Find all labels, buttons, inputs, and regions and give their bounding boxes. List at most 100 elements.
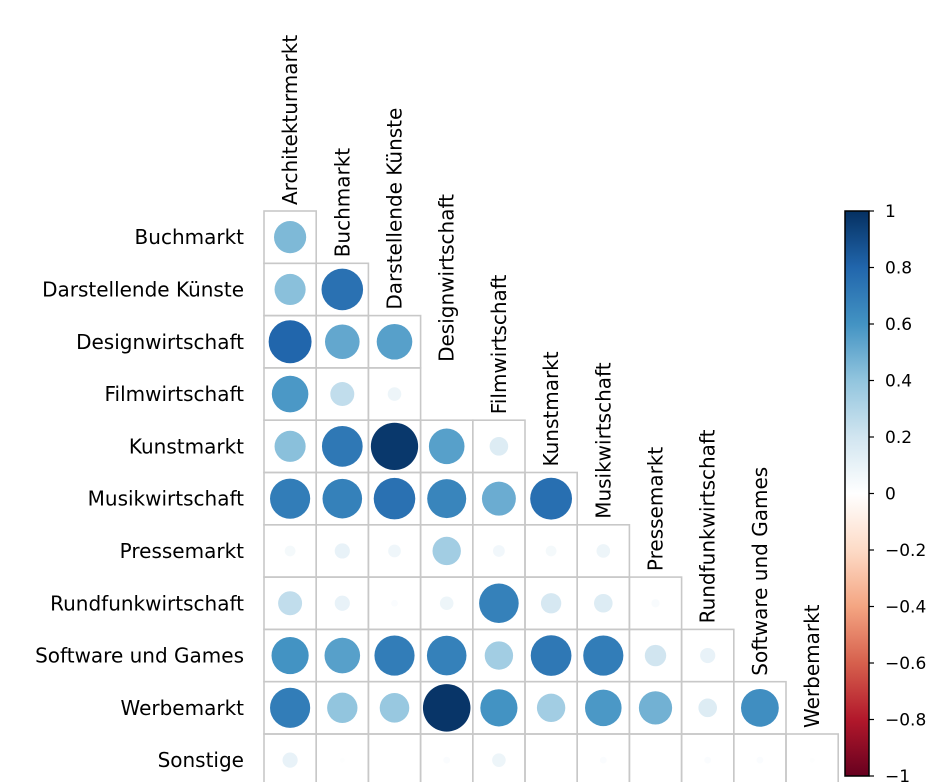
colorbar-tick-label: 0.6 xyxy=(885,315,912,335)
correlation-circle xyxy=(270,478,311,519)
row-label: Darstellende Künste xyxy=(42,277,244,301)
row-label: Pressemarkt xyxy=(120,539,244,563)
colorbar-tick-label: −0.4 xyxy=(885,598,926,618)
correlation-circle xyxy=(594,593,613,613)
column-label: Werbemarkt xyxy=(800,604,824,728)
correlation-circle xyxy=(426,635,467,676)
column-label: Software und Games xyxy=(748,467,772,676)
column-label: Darstellende Künste xyxy=(383,108,407,310)
correlation-circle xyxy=(741,688,779,727)
column-label: Rundfunkwirtschaft xyxy=(696,429,720,623)
correlation-circle xyxy=(427,479,467,519)
correlation-circle xyxy=(809,757,815,763)
correlation-circle xyxy=(698,698,717,718)
column-label: Filmwirtschaft xyxy=(487,275,511,415)
correlation-circle xyxy=(274,273,306,306)
colorbar-tick-label: 1 xyxy=(885,202,896,222)
correlation-circle xyxy=(489,437,509,456)
correlation-circle xyxy=(428,428,465,465)
row-label: Software und Games xyxy=(35,644,244,668)
correlation-circle xyxy=(327,692,358,724)
row-label: Werbemarkt xyxy=(120,696,244,720)
row-label: Filmwirtschaft xyxy=(104,382,244,406)
correlation-circle xyxy=(334,595,350,611)
correlation-circle xyxy=(644,644,667,667)
correlation-circle xyxy=(480,689,518,727)
correlation-circle xyxy=(530,635,572,676)
correlation-circle xyxy=(388,544,401,558)
column-label: Musikwirtschaft xyxy=(591,362,615,519)
correlation-circle xyxy=(268,320,312,364)
row-label: Designwirtschaft xyxy=(76,330,244,354)
column-label: Architekturmarkt xyxy=(278,35,302,205)
correlation-circle xyxy=(274,430,306,462)
column-label: Designwirtschaft xyxy=(435,194,459,362)
correlation-circle xyxy=(282,752,298,768)
correlation-circle xyxy=(373,477,416,520)
correlation-circle xyxy=(493,545,505,557)
correlation-circle xyxy=(638,691,673,725)
correlation-circle xyxy=(545,545,557,557)
cell-border xyxy=(367,733,422,782)
cell-border xyxy=(785,733,840,782)
correlation-circle xyxy=(432,536,461,566)
correlation-circle xyxy=(370,422,419,470)
correlation-circle xyxy=(324,324,360,360)
correlation-circle xyxy=(334,543,350,559)
column-labels: Architekturmarkt Buchmarkt Darstellende Kü… xyxy=(278,35,824,728)
cell-border xyxy=(524,733,579,782)
correlation-circle xyxy=(284,545,296,557)
correlation-circle xyxy=(484,641,514,670)
correlation-circle xyxy=(321,425,363,467)
correlation-circle xyxy=(439,596,454,611)
correlation-circle xyxy=(379,693,410,723)
correlation-circle xyxy=(330,382,355,407)
column-label: Kunstmarkt xyxy=(539,351,563,466)
colorbar: −1 −0.8 −0.6 −0.4 −0.2 0 0.2 0.4 0.6 0.8 1 xyxy=(844,202,926,782)
correlation-circle xyxy=(540,593,562,614)
correlation-circle xyxy=(271,636,309,675)
correlation-circle xyxy=(271,375,309,413)
correlation-circle xyxy=(374,635,415,676)
colorbar-tick-label: 0.8 xyxy=(885,259,912,279)
correlation-circle xyxy=(599,756,607,764)
correlation-circle xyxy=(596,544,611,558)
grid-layer xyxy=(263,210,840,782)
correlation-circle xyxy=(376,323,413,360)
correlation-circle xyxy=(700,647,716,664)
correlation-circle xyxy=(704,756,712,764)
row-label: Buchmarkt xyxy=(135,225,245,249)
row-labels: Buchmarkt Darstellende Künste Designwirtsc… xyxy=(35,225,244,772)
colorbar-tick-label: −0.6 xyxy=(885,654,926,674)
correlation-circle xyxy=(492,753,506,767)
correlation-circle xyxy=(651,599,660,608)
correlation-circle xyxy=(322,478,363,519)
correlation-circle xyxy=(422,684,471,732)
correlation-circle xyxy=(479,583,519,624)
colorbar-tick-label: 0.2 xyxy=(885,428,912,448)
correlation-circle xyxy=(481,481,516,516)
correlation-circle xyxy=(583,635,624,676)
correlation-circle xyxy=(530,477,573,520)
column-label: Pressemarkt xyxy=(644,447,668,571)
correlation-circle xyxy=(756,756,764,764)
correlation-circle xyxy=(324,637,361,674)
row-label: Rundfunkwirtschaft xyxy=(50,591,244,615)
colorbar-gradient xyxy=(845,211,869,776)
cell-border xyxy=(628,733,683,782)
colorbar-tick-label: 0 xyxy=(885,485,896,505)
colorbar-tick-label: −0.8 xyxy=(885,711,926,731)
colorbar-tick-label: −1 xyxy=(885,767,910,782)
row-label: Musikwirtschaft xyxy=(88,487,245,511)
correlation-circle xyxy=(387,387,402,401)
correlation-circle xyxy=(536,693,566,723)
column-label: Buchmarkt xyxy=(330,148,354,258)
correlation-circle xyxy=(339,757,345,763)
colorbar-tick-label: −0.2 xyxy=(885,541,926,561)
correlation-circle xyxy=(278,591,303,616)
correlation-circle xyxy=(443,756,451,764)
row-label: Kunstmarkt xyxy=(129,434,244,458)
circle-layer xyxy=(268,221,815,768)
row-label: Sonstige xyxy=(158,748,244,772)
